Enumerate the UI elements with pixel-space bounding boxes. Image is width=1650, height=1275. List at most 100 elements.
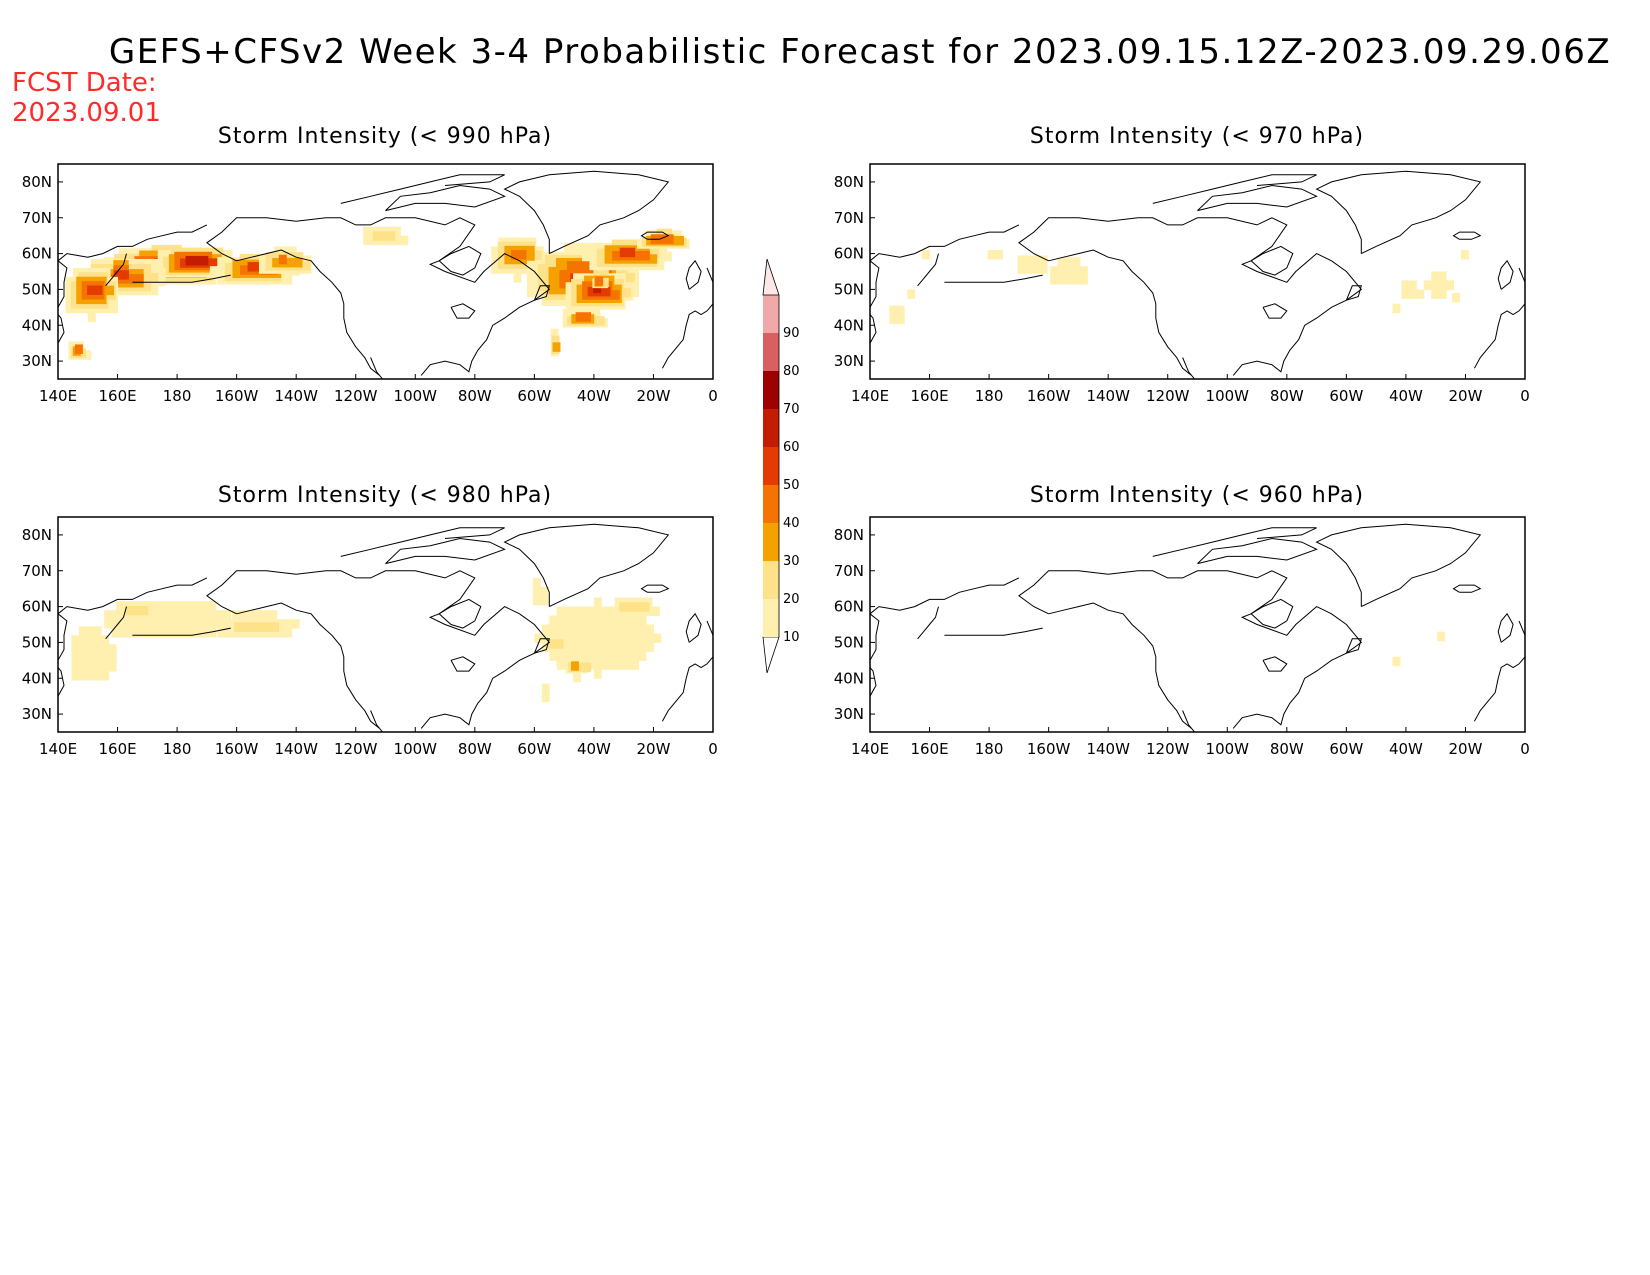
prob-cell: [653, 633, 662, 643]
colorbar-label: 80: [783, 364, 800, 379]
lon-tick-label: 120W: [1146, 387, 1190, 405]
prob-cell: [564, 651, 573, 661]
lon-tick-label: 160W: [215, 740, 259, 758]
colorbar-segment: [763, 599, 779, 637]
prob-cell: [83, 350, 92, 360]
prob-cell: [185, 255, 194, 266]
prob-cell: [247, 253, 256, 264]
prob-cell: [612, 250, 621, 261]
prob-cell: [1057, 275, 1066, 285]
prob-cell: [889, 314, 898, 324]
prob-cell: [556, 633, 565, 643]
prob-cell: [90, 258, 99, 269]
lon-tick-label: 140W: [1086, 387, 1130, 405]
coastline: [1250, 598, 1294, 629]
coastline: [1497, 612, 1514, 643]
prob-cell: [506, 264, 515, 274]
prob-cell: [1072, 275, 1081, 285]
lon-tick-label: 60W: [517, 387, 551, 405]
colorbar-segment: [763, 485, 779, 523]
prob-cell: [1024, 255, 1033, 265]
prob-cell: [171, 601, 180, 611]
lon-tick-label: 180: [163, 387, 192, 405]
prob-cell: [87, 312, 96, 323]
prob-cell: [258, 255, 267, 265]
prob-cell: [133, 619, 142, 629]
prob-cell: [550, 328, 559, 339]
map-frame: [869, 163, 1526, 380]
prob-cell: [74, 344, 83, 354]
coastlines: [870, 523, 1525, 732]
prob-cell: [571, 242, 580, 253]
lon-tick-label: 100W: [1206, 387, 1250, 405]
prob-cell: [637, 239, 646, 249]
prob-cell: [602, 286, 611, 297]
prob-cell: [595, 276, 604, 286]
prob-cell: [400, 235, 409, 246]
prob-cell: [65, 285, 74, 296]
prob-cell: [232, 268, 241, 279]
prob-cell: [76, 276, 85, 287]
coastline: [385, 184, 506, 212]
coastline: [340, 527, 505, 557]
prob-cell: [556, 651, 565, 661]
lat-tick-label: 30N: [834, 352, 864, 370]
prob-cell: [163, 265, 172, 275]
prob-cell: [526, 287, 535, 298]
prob-cell: [265, 252, 274, 262]
coastline: [1345, 638, 1362, 654]
prob-cell: [128, 269, 137, 279]
lon-tick-label: 180: [163, 740, 192, 758]
prob-cell: [126, 619, 135, 629]
prob-cell: [619, 239, 628, 250]
prob-cell: [1057, 266, 1066, 276]
prob-cell: [611, 239, 620, 250]
lon-tick-label: 80W: [458, 740, 492, 758]
map-frame: [57, 163, 714, 380]
panel-title-960: Storm Intensity (< 960 hPa): [1029, 483, 1365, 508]
lon-tick-label: 40W: [1389, 740, 1423, 758]
coastline: [105, 253, 127, 287]
prob-cell: [217, 628, 226, 638]
prob-cell: [119, 628, 127, 638]
lon-tick-label: 60W: [1329, 740, 1363, 758]
lon-tick-label: 180: [975, 387, 1004, 405]
prob-cell: [87, 285, 96, 295]
prob-cell: [535, 250, 543, 261]
lon-tick-label: 20W: [636, 740, 670, 758]
prob-cell: [186, 610, 194, 620]
coastline: [1452, 584, 1482, 593]
prob-cell: [623, 633, 632, 643]
prob-cell: [1408, 289, 1417, 299]
coastline: [1197, 184, 1318, 212]
prob-cell: [565, 291, 574, 301]
coastline: [1250, 245, 1294, 276]
prob-cell: [1423, 280, 1432, 290]
prob-cell: [1017, 255, 1026, 265]
coastline: [236, 602, 380, 729]
prob-cell: [232, 628, 241, 638]
prob-cell: [93, 626, 102, 636]
prob-cell: [608, 266, 617, 277]
prob-cell: [71, 662, 80, 672]
prob-cell: [78, 635, 87, 645]
prob-cell: [504, 245, 513, 256]
prob-cell: [491, 246, 500, 256]
coastline: [450, 303, 476, 319]
prob-cell: [141, 619, 150, 629]
lat-tick-label: 70N: [22, 209, 52, 227]
prob-cell: [150, 272, 159, 283]
prob-cell: [93, 671, 102, 681]
prob-cell: [491, 264, 500, 274]
colorbar-label: 40: [783, 516, 800, 531]
prob-cell: [113, 260, 122, 270]
prob-cell: [86, 653, 95, 663]
prob-cell: [157, 258, 166, 269]
coastline: [503, 170, 670, 255]
prob-cell: [261, 628, 270, 638]
prob-cell: [544, 633, 553, 643]
lon-tick-label: 60W: [517, 740, 551, 758]
prob-cell: [1392, 656, 1401, 667]
prob-cell: [644, 230, 653, 240]
prob-cell: [101, 671, 110, 681]
